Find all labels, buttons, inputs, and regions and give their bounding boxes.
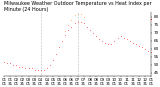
Text: Milwaukee Weather Outdoor Temperature vs Heat Index per Minute (24 Hours): Milwaukee Weather Outdoor Temperature vs… bbox=[4, 1, 152, 12]
